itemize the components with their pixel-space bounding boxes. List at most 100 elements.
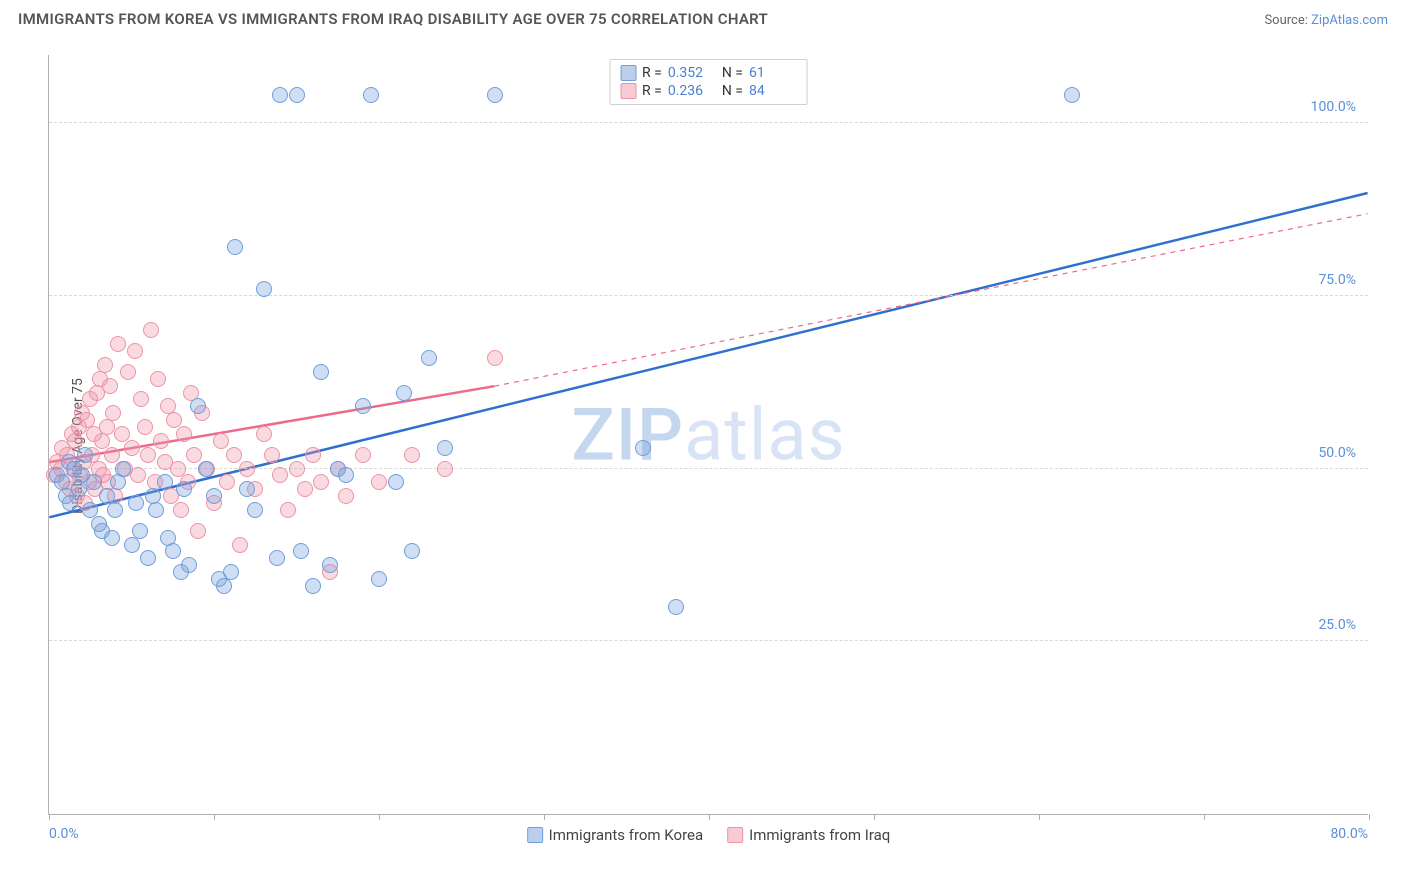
correlation-legend: R =0.352N =61R =0.236N =84 bbox=[609, 59, 808, 105]
series-legend: Immigrants from Korea Immigrants from Ira… bbox=[527, 826, 891, 844]
scatter-point bbox=[173, 502, 189, 518]
scatter-point bbox=[124, 440, 140, 456]
scatter-point bbox=[132, 523, 148, 539]
scatter-point bbox=[120, 364, 136, 380]
scatter-point bbox=[127, 343, 143, 359]
scatter-point bbox=[322, 557, 338, 573]
legend-series-item: Immigrants from Iraq bbox=[727, 826, 890, 844]
scatter-point bbox=[104, 447, 120, 463]
scatter-point bbox=[86, 474, 102, 490]
scatter-point bbox=[404, 543, 420, 559]
scatter-point bbox=[110, 474, 126, 490]
x-tick bbox=[1369, 814, 1370, 820]
scatter-point bbox=[105, 405, 121, 421]
gridline bbox=[49, 295, 1368, 296]
scatter-point bbox=[213, 433, 229, 449]
legend-swatch-icon bbox=[620, 65, 636, 81]
scatter-point bbox=[133, 391, 149, 407]
scatter-point bbox=[305, 447, 321, 463]
scatter-point bbox=[635, 440, 651, 456]
scatter-point bbox=[269, 550, 285, 566]
legend-n-value: 84 bbox=[749, 83, 797, 99]
legend-row: R =0.352N =61 bbox=[620, 64, 797, 82]
watermark-rest: atlas bbox=[684, 392, 846, 477]
scatter-point bbox=[77, 447, 93, 463]
scatter-point bbox=[371, 474, 387, 490]
scatter-point bbox=[293, 543, 309, 559]
scatter-point bbox=[104, 530, 120, 546]
source-attribution: Source: ZipAtlas.com bbox=[1264, 13, 1388, 28]
gridline bbox=[49, 122, 1368, 123]
scatter-point bbox=[355, 447, 371, 463]
scatter-point bbox=[289, 461, 305, 477]
x-tick bbox=[1204, 814, 1205, 820]
scatter-point bbox=[140, 550, 156, 566]
legend-n-value: 61 bbox=[749, 65, 797, 81]
scatter-point bbox=[176, 426, 192, 442]
scatter-point bbox=[289, 87, 305, 103]
scatter-point bbox=[1064, 87, 1080, 103]
scatter-point bbox=[223, 564, 239, 580]
scatter-point bbox=[297, 481, 313, 497]
x-tick bbox=[874, 814, 875, 820]
scatter-point bbox=[239, 481, 255, 497]
x-tick bbox=[544, 814, 545, 820]
scatter-point bbox=[272, 467, 288, 483]
scatter-point bbox=[371, 571, 387, 587]
trendline bbox=[494, 214, 1367, 386]
scatter-point bbox=[102, 378, 118, 394]
scatter-point bbox=[232, 537, 248, 553]
scatter-point bbox=[313, 364, 329, 380]
scatter-point bbox=[338, 488, 354, 504]
scatter-point bbox=[421, 350, 437, 366]
scatter-point bbox=[143, 322, 159, 338]
scatter-point bbox=[256, 281, 272, 297]
scatter-point bbox=[313, 474, 329, 490]
scatter-point bbox=[247, 502, 263, 518]
chart-title: IMMIGRANTS FROM KOREA VS IMMIGRANTS FROM… bbox=[18, 10, 768, 28]
x-tick bbox=[214, 814, 215, 820]
x-tick bbox=[1039, 814, 1040, 820]
scatter-point bbox=[115, 461, 131, 477]
scatter-point bbox=[181, 557, 197, 573]
scatter-point bbox=[227, 239, 243, 255]
scatter-point bbox=[487, 350, 503, 366]
scatter-point bbox=[110, 336, 126, 352]
legend-series-name: Immigrants from Korea bbox=[549, 826, 703, 844]
scatter-point bbox=[153, 433, 169, 449]
legend-n-label: N = bbox=[722, 65, 743, 81]
y-tick-label: 25.0% bbox=[1318, 617, 1356, 633]
legend-n-label: N = bbox=[722, 83, 743, 99]
scatter-point bbox=[190, 523, 206, 539]
source-label: Source: bbox=[1264, 13, 1307, 28]
scatter-point bbox=[107, 502, 123, 518]
scatter-point bbox=[404, 447, 420, 463]
scatter-point bbox=[264, 447, 280, 463]
scatter-point bbox=[165, 543, 181, 559]
scatter-point bbox=[157, 474, 173, 490]
scatter-point bbox=[338, 467, 354, 483]
scatter-point bbox=[219, 474, 235, 490]
scatter-point bbox=[198, 461, 214, 477]
source-link[interactable]: ZipAtlas.com bbox=[1311, 13, 1388, 28]
watermark-bold: ZIP bbox=[571, 392, 684, 477]
scatter-point bbox=[97, 357, 113, 373]
scatter-point bbox=[71, 481, 87, 497]
scatter-point bbox=[305, 578, 321, 594]
scatter-plot-area: ZIPatlas 25.0%50.0%75.0%100.0%0.0%80.0%R… bbox=[48, 55, 1368, 815]
trendlines-layer bbox=[49, 55, 1368, 814]
legend-r-value: 0.352 bbox=[668, 65, 716, 81]
legend-swatch-icon bbox=[527, 827, 543, 843]
scatter-point bbox=[137, 419, 153, 435]
scatter-point bbox=[130, 467, 146, 483]
scatter-point bbox=[388, 474, 404, 490]
scatter-point bbox=[226, 447, 242, 463]
scatter-point bbox=[437, 440, 453, 456]
legend-row: R =0.236N =84 bbox=[620, 82, 797, 100]
legend-r-value: 0.236 bbox=[668, 83, 716, 99]
scatter-point bbox=[148, 502, 164, 518]
scatter-point bbox=[363, 87, 379, 103]
scatter-point bbox=[190, 398, 206, 414]
scatter-point bbox=[140, 447, 156, 463]
x-tick bbox=[379, 814, 380, 820]
